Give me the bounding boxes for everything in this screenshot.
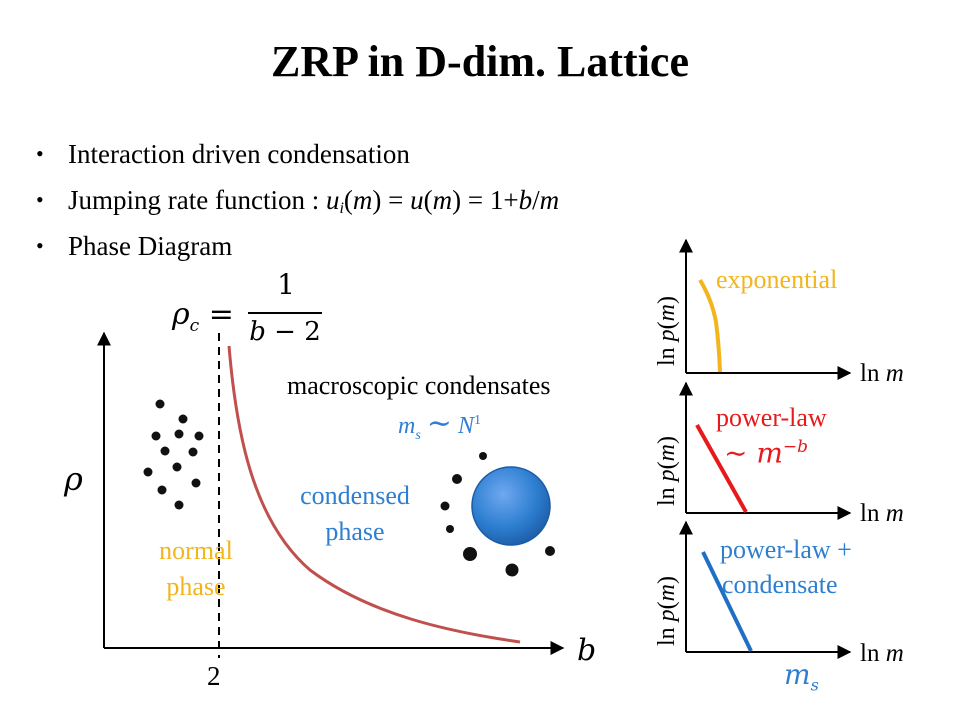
- normal-phase-particles: [143, 399, 204, 510]
- ms-scaling-label: ms ∼ N1: [398, 407, 481, 443]
- rho-c-numerator: 1: [277, 268, 295, 301]
- inset-3-x-label: ln m: [860, 640, 904, 667]
- critical-density-curve: [227, 345, 521, 644]
- x-tick-2: 2: [207, 661, 221, 691]
- inset-1-x-label: ln m: [860, 360, 904, 387]
- exponential-curve: [698, 278, 722, 373]
- inset-2-x-label: ln m: [860, 500, 904, 527]
- normal-phase-label-2: phase: [166, 572, 226, 601]
- normal-phase-label-1: normal: [159, 536, 233, 565]
- bullet-dot: •: [36, 187, 44, 212]
- condensed-phase-label-2: phase: [325, 517, 385, 546]
- ms-marker-label: ms: [784, 658, 819, 695]
- inset-3-y-label: ln p(m): [654, 575, 680, 646]
- inset-1-y-label: ln p(m): [654, 295, 680, 366]
- condensed-phase-particles: [440, 452, 555, 577]
- rho-c-fraction-bar: [248, 312, 322, 314]
- power-law-label: power-law: [716, 403, 827, 432]
- power-law-line: [695, 424, 748, 513]
- x-axis-label: b: [577, 633, 597, 668]
- power-law-condensate-line: [701, 551, 753, 652]
- slide-title: ZRP in D-dim. Lattice: [271, 37, 689, 86]
- bullet-dot: •: [36, 141, 44, 166]
- rho-c-denominator: b − 2: [249, 317, 321, 347]
- power-law-condensate-label-1: power-law +: [720, 535, 852, 564]
- y-axis-label: ρ: [64, 460, 83, 498]
- power-law-exponent-label: ∼ m−b: [724, 436, 809, 470]
- inset-2-y-label: ln p(m): [654, 435, 680, 506]
- condensate-blob: [471, 466, 551, 546]
- bullet-dot: •: [36, 233, 44, 258]
- rho-c-lhs: ρc =: [172, 297, 234, 336]
- power-law-condensate-label-2: condensate: [722, 570, 838, 599]
- condensed-phase-label-1: condensed: [300, 481, 410, 510]
- bullet-text-rate-function: Jumping rate function : ui(m) = u(m) = 1…: [68, 185, 560, 217]
- macroscopic-condensates-label: macroscopic condensates: [287, 371, 551, 400]
- exponential-label: exponential: [716, 265, 838, 294]
- bullet-text: Phase Diagram: [68, 231, 233, 261]
- bullet-text: Interaction driven condensation: [68, 139, 410, 169]
